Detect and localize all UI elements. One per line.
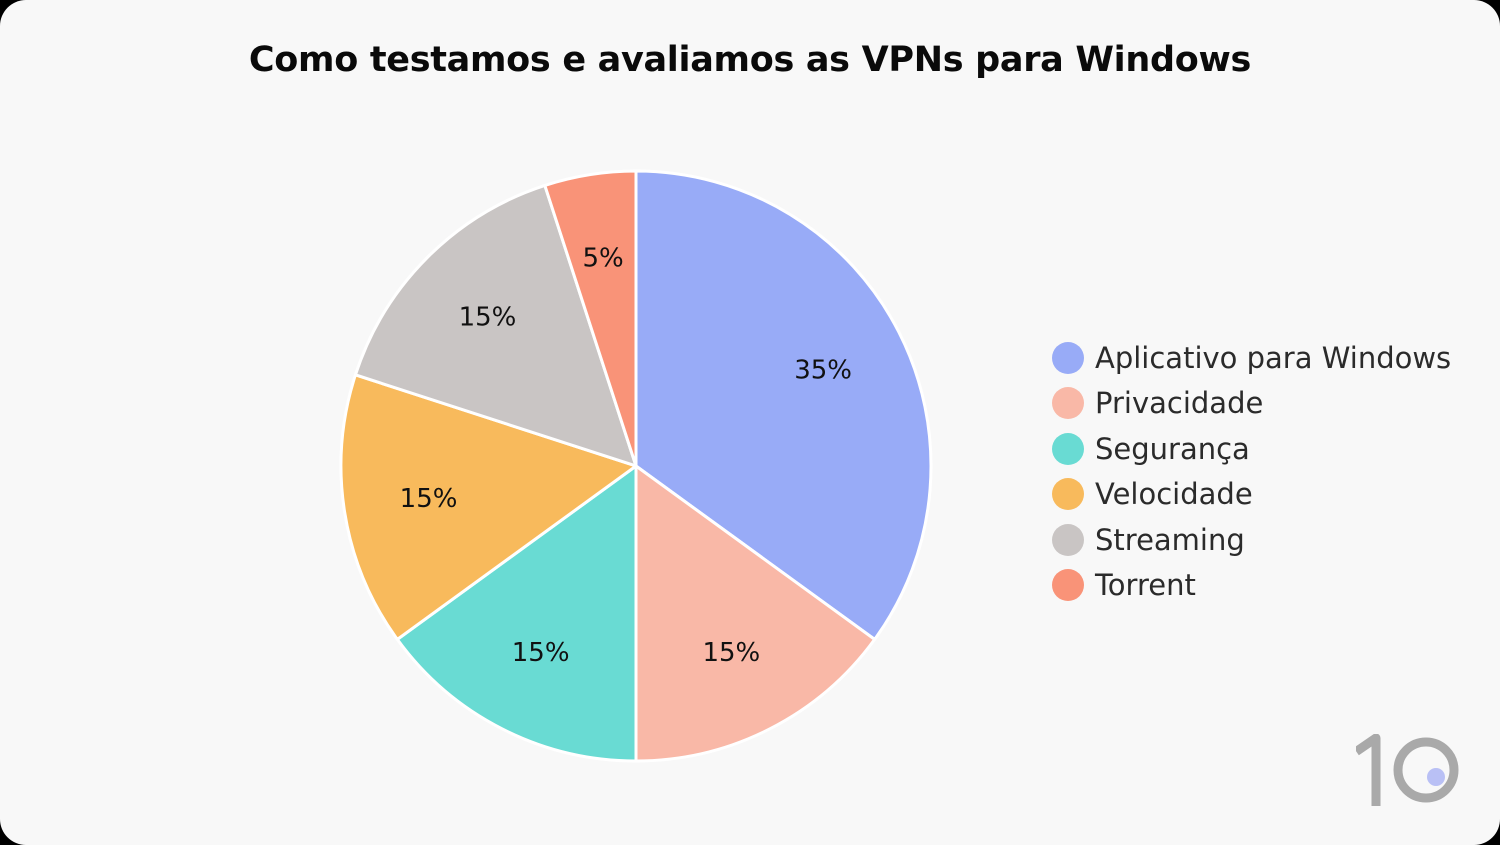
- top10-logo-icon: [1356, 734, 1459, 806]
- legend-label: Velocidade: [1095, 477, 1253, 512]
- pie-slice-privacidade: [634, 464, 877, 763]
- slice-label-streaming: 15%: [459, 303, 517, 333]
- legend-swatch: [1052, 523, 1084, 556]
- legend-swatch: [1052, 569, 1084, 602]
- legend-label: Streaming: [1095, 522, 1245, 557]
- legend-label: Segurança: [1095, 431, 1250, 466]
- legend-label: Aplicativo para Windows: [1095, 340, 1452, 375]
- legend-item-streaming: Streaming: [1052, 517, 1451, 563]
- legend-item-torrent: Torrent: [1052, 563, 1451, 609]
- pie-slice-aplicativo-para-windows: [634, 169, 933, 641]
- slice-label-torrent: 5%: [583, 244, 624, 274]
- legend-label: Torrent: [1095, 568, 1196, 603]
- chart-title: Como testamos e avaliamos as VPNs para W…: [248, 40, 1252, 80]
- legend-swatch: [1052, 387, 1084, 420]
- pie-slice-streaming: [353, 183, 638, 468]
- slice-label-velocidade: 15%: [400, 484, 458, 514]
- legend-item-aplicativo-para-windows: Aplicativo para Windows: [1052, 335, 1451, 381]
- legend-swatch: [1052, 478, 1084, 511]
- pie-slice-velocidade: [339, 373, 638, 641]
- legend-label: Privacidade: [1095, 386, 1264, 421]
- legend-item-velocidade: Velocidade: [1052, 472, 1451, 518]
- legend-item-privacidade: Privacidade: [1052, 381, 1451, 427]
- slice-label-seguranca: 15%: [512, 638, 570, 668]
- legend-swatch: [1052, 432, 1084, 465]
- slice-label-privacidade: 15%: [702, 638, 760, 668]
- pie-slice-torrent: [543, 169, 638, 468]
- legend-swatch: [1052, 341, 1084, 374]
- pie-slice-seguranca: [395, 464, 638, 763]
- legend-item-seguranca: Segurança: [1052, 426, 1451, 472]
- chart-legend: Aplicativo para Windows Privacidade Segura…: [1052, 335, 1451, 608]
- slice-label-aplicativo-para-windows: 35%: [794, 356, 852, 386]
